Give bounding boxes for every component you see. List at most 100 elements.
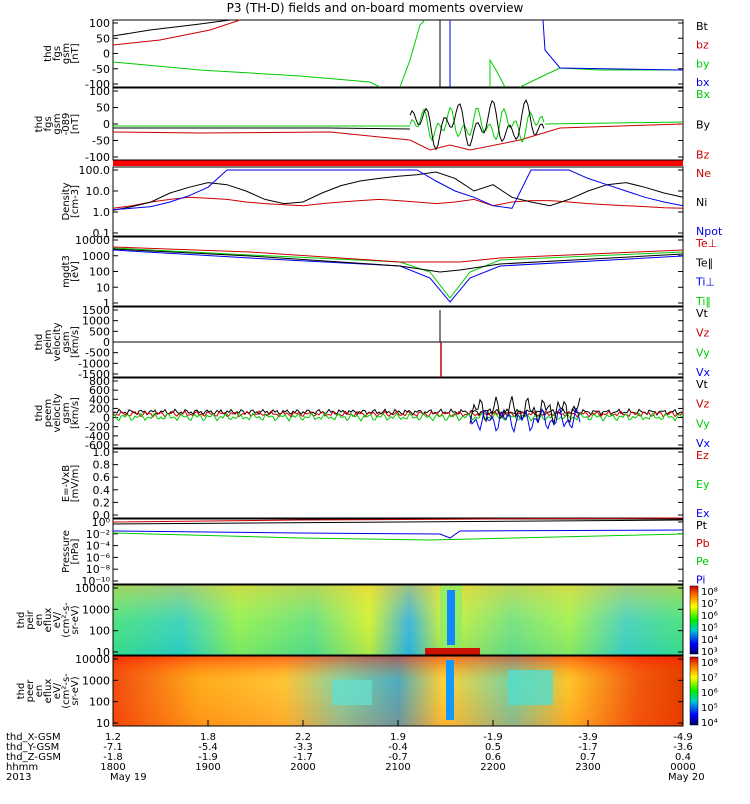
colorbar-label: 10⁴ xyxy=(701,718,718,729)
legend-Vz: Vz xyxy=(696,327,710,340)
trace-by-4 xyxy=(519,67,683,88)
trace-ti-perp xyxy=(112,249,684,303)
trace-npot xyxy=(112,169,684,211)
ytick-label: 0 xyxy=(103,118,110,131)
legend-Ti‖: Ti‖ xyxy=(695,295,711,308)
panel-frame xyxy=(112,87,684,161)
legend-Vt: Vt xyxy=(696,378,709,391)
ephemeris-value: -1.9 xyxy=(198,752,218,763)
panel-ylabel: thd xyxy=(34,116,45,133)
trace-vz-peem xyxy=(112,410,684,418)
panel-ylabel: peir xyxy=(25,609,36,629)
panel-frame xyxy=(112,236,684,307)
panel-ylabel: velocity xyxy=(52,393,63,432)
panel-ylabel: [cm-3] xyxy=(70,185,81,218)
colorbar-label: 10³ xyxy=(701,647,718,658)
legend-Bz: Bz xyxy=(696,149,710,162)
panel-ylabel: eV/ xyxy=(52,682,63,699)
panel-ylabel: peem xyxy=(43,399,54,427)
ytick-label: -50 xyxy=(92,63,110,76)
peir-spectrogram xyxy=(113,585,683,655)
panel-ylabel: [eV] xyxy=(70,261,81,282)
panel-ylabel: (cm²-s- xyxy=(61,602,72,638)
date-right: May 20 xyxy=(668,772,705,783)
trace-pi xyxy=(112,529,684,539)
ytick-label: 0.4 xyxy=(93,484,111,497)
ytick-label: 0 xyxy=(103,336,110,349)
panel-frame xyxy=(112,19,684,88)
ytick-label: 600 xyxy=(89,384,110,397)
ytick-label: 50 xyxy=(96,102,110,115)
ytick-label: 100.0 xyxy=(79,164,111,177)
legend-Ti⊥: Ti⊥ xyxy=(695,276,715,289)
panel-ylabel: velocity xyxy=(52,322,63,361)
colorbar-label: 10⁷ xyxy=(701,673,718,684)
ytick-label: 1000 xyxy=(82,603,110,616)
ephemeris-value: 1.8 xyxy=(200,732,216,743)
ephemeris-value: -1.7 xyxy=(578,742,598,753)
trace-ti-par xyxy=(112,247,684,299)
panel-frame xyxy=(112,166,684,237)
ytick-label: 1000 xyxy=(82,315,110,328)
ytick-label: -200 xyxy=(85,421,110,434)
ephemeris-value: 0.4 xyxy=(675,752,691,763)
ephemeris-value: -4.9 xyxy=(673,732,693,743)
legend-Ne: Ne xyxy=(696,167,711,180)
ytick-label: 1500 xyxy=(82,304,110,317)
panel-frame xyxy=(112,584,684,656)
panel-ylabel: thd xyxy=(34,405,45,422)
ytick-label: 500 xyxy=(89,325,110,338)
ytick-label: 1 xyxy=(103,297,110,310)
legend-bz: bz xyxy=(696,39,709,52)
ephemeris-value: -5.4 xyxy=(198,742,218,753)
legend-Vx: Vx xyxy=(696,366,711,379)
panel-ylabel: [mV/m] xyxy=(70,465,81,503)
chart-title: P3 (TH-D) fields and on-board moments ov… xyxy=(227,1,524,15)
ephemeris-label: thd_X-GSM xyxy=(6,732,61,743)
ephemeris-value: 1800 xyxy=(100,762,125,773)
panel-ylabel: fgs xyxy=(43,116,54,131)
trace-te-perp xyxy=(112,246,684,263)
panel-ylabel: gsm xyxy=(61,402,72,423)
ytick-label: -400 xyxy=(85,430,110,443)
legend-By: By xyxy=(696,118,711,131)
legend-Pi: Pi xyxy=(696,573,705,586)
colorbar-label: 10⁵ xyxy=(701,703,718,714)
trace-bx xyxy=(542,19,684,71)
colorbar-label: 10⁵ xyxy=(701,623,718,634)
ephemeris-value: 2200 xyxy=(480,762,505,773)
date-left: May 19 xyxy=(110,772,147,783)
ephemeris-value: -3.6 xyxy=(673,742,693,753)
trace-vy-peem xyxy=(112,412,684,422)
trace-vx-peem xyxy=(469,406,581,434)
trace-by-2 xyxy=(399,19,426,88)
ephemeris-label: 2013 xyxy=(6,772,31,783)
legend-Vy: Vy xyxy=(696,417,710,430)
panel-ylabel: thd xyxy=(43,45,54,62)
trace-vt-peem xyxy=(112,407,684,417)
peir-colorbar xyxy=(689,585,699,655)
colorbar-label: 10⁸ xyxy=(701,587,718,598)
legend-Vy: Vy xyxy=(696,346,710,359)
panel-ylabel: [km/s] xyxy=(70,326,81,358)
panel-ylabel: gsm xyxy=(61,331,72,352)
trace-bz xyxy=(112,19,241,46)
trace-pt xyxy=(112,519,684,525)
ytick-label: 10⁰ xyxy=(92,516,111,529)
legend-Te‖: Te‖ xyxy=(695,256,713,269)
ephemeris-value: 2100 xyxy=(385,762,410,773)
colorbar-label: 10⁸ xyxy=(701,658,718,669)
trace-by2-noise xyxy=(409,99,545,151)
ephemeris-value: -1.7 xyxy=(293,752,313,763)
ytick-label: 0.1 xyxy=(93,227,111,240)
ytick-label: 10.0 xyxy=(86,185,111,198)
panel-efield: 1.00.80.60.40.20.0 E=-VxB[mV/m] Ez Ey Ex xyxy=(61,446,710,522)
panel-ylabel: peer xyxy=(25,679,36,703)
legend-Pe: Pe xyxy=(696,555,709,568)
legend-Ni: Ni xyxy=(696,196,707,209)
colorbar-label: 10⁴ xyxy=(701,635,718,646)
